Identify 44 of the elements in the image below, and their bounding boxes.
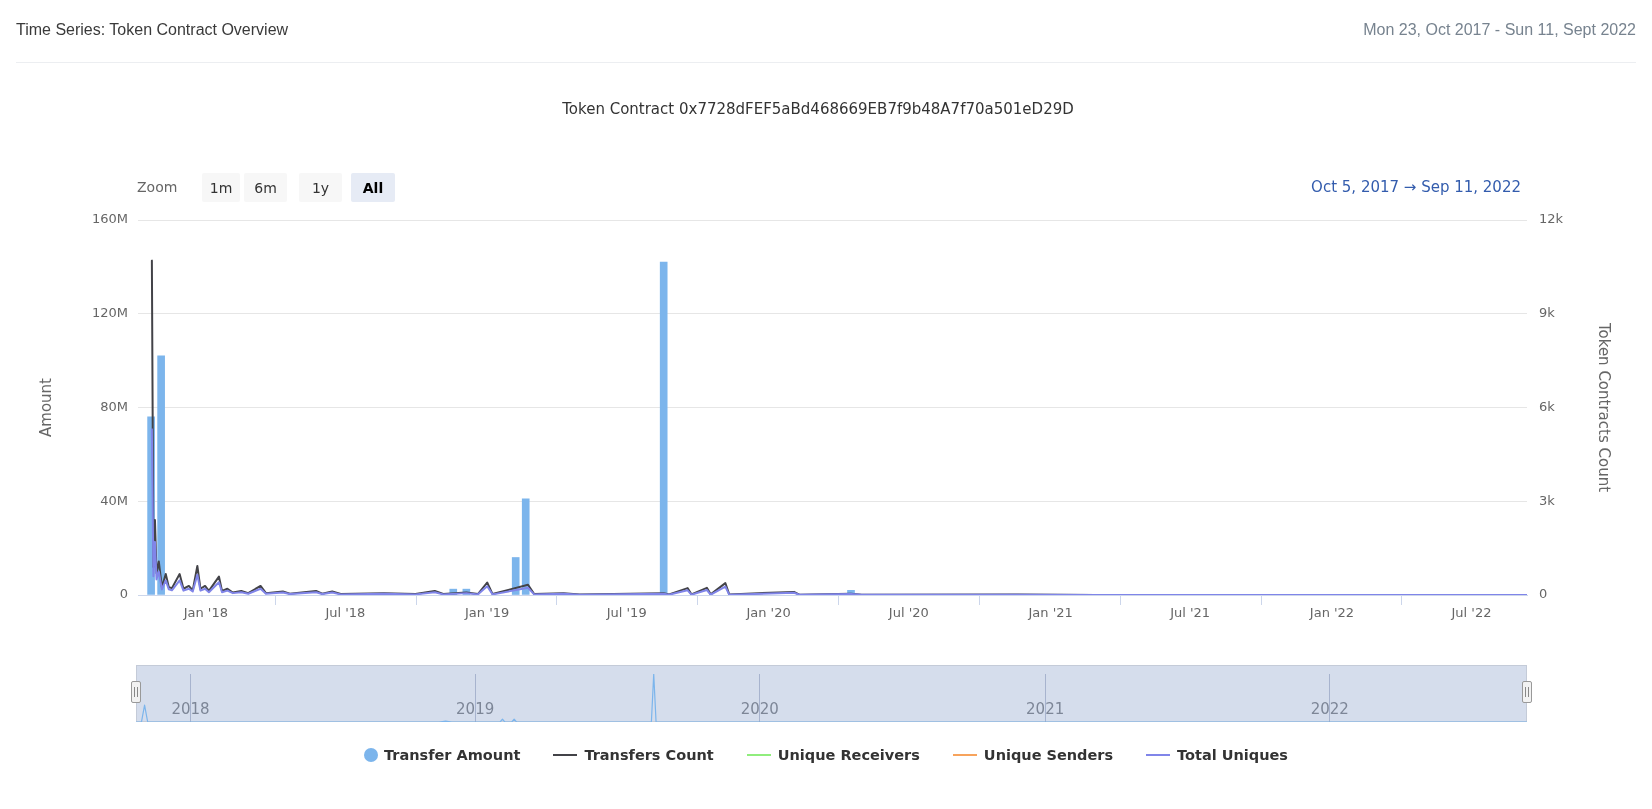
x-tick-label: Jan '21 [1027, 605, 1073, 621]
y2-axis-title: Token Contracts Count [1595, 321, 1614, 493]
legend-label: Unique Receivers [777, 747, 920, 763]
button: 1y [299, 173, 342, 202]
x-tick-label: Jul '21 [1169, 605, 1211, 621]
bar [659, 261, 668, 595]
y2-tick-label: 9k [1539, 305, 1556, 321]
x-tick-label: Jul '18 [324, 605, 366, 621]
y2-tick-label: 0 [1539, 586, 1548, 602]
button: 1m [202, 173, 240, 202]
x-tick-label: Jan '19 [464, 605, 510, 621]
text: Oct 5, 2017 → Sep 11, 2022 [1311, 178, 1521, 196]
x-tick-label: Jan '20 [745, 605, 791, 621]
legend-label: Unique Senders [983, 747, 1114, 763]
y-tick-label: 40M [100, 492, 128, 508]
x-tick-label: 2018 [171, 699, 210, 718]
y-tick-label: 80M [100, 398, 128, 414]
bar [521, 498, 530, 595]
x-tick-label: 2022 [1310, 699, 1349, 718]
legend-label: Total Uniques [1177, 747, 1289, 763]
y2-tick-label: 6k [1539, 398, 1556, 414]
x-tick-label: Jan '22 [1308, 605, 1355, 621]
x-tick-label: Jan '18 [182, 605, 228, 621]
legend-label: Transfers Count [584, 747, 714, 763]
chart-title: Token Contract 0x7728dFEF5aBd468669EB7f9b48A7f70a501eD29D [562, 100, 1074, 118]
x-tick-label: Jul '22 [1450, 605, 1492, 621]
x-tick-label: 2021 [1026, 699, 1065, 718]
y-tick-label: 160M [91, 211, 128, 227]
legend-label: Transfer Amount [383, 747, 521, 763]
y2-tick-label: 3k [1539, 492, 1556, 508]
y-axis-title: Amount [36, 377, 55, 437]
x-tick-label: 2019 [456, 699, 495, 718]
text: Mon 23, Oct 2017 - Sun 11, Sept 2022 [1363, 21, 1636, 39]
bar [157, 355, 165, 595]
text: Zoom [137, 179, 178, 195]
button: 6m [244, 173, 287, 202]
y2-tick-label: 12k [1539, 211, 1564, 227]
x-tick-label: Jul '19 [605, 605, 647, 621]
button: All [351, 173, 395, 202]
y-tick-label: 0 [119, 586, 128, 602]
x-tick-label: 2020 [740, 699, 779, 718]
text: Time Series: Token Contract Overview [16, 21, 289, 39]
x-tick-label: Jul '20 [887, 605, 929, 621]
y-tick-label: 120M [91, 305, 128, 321]
